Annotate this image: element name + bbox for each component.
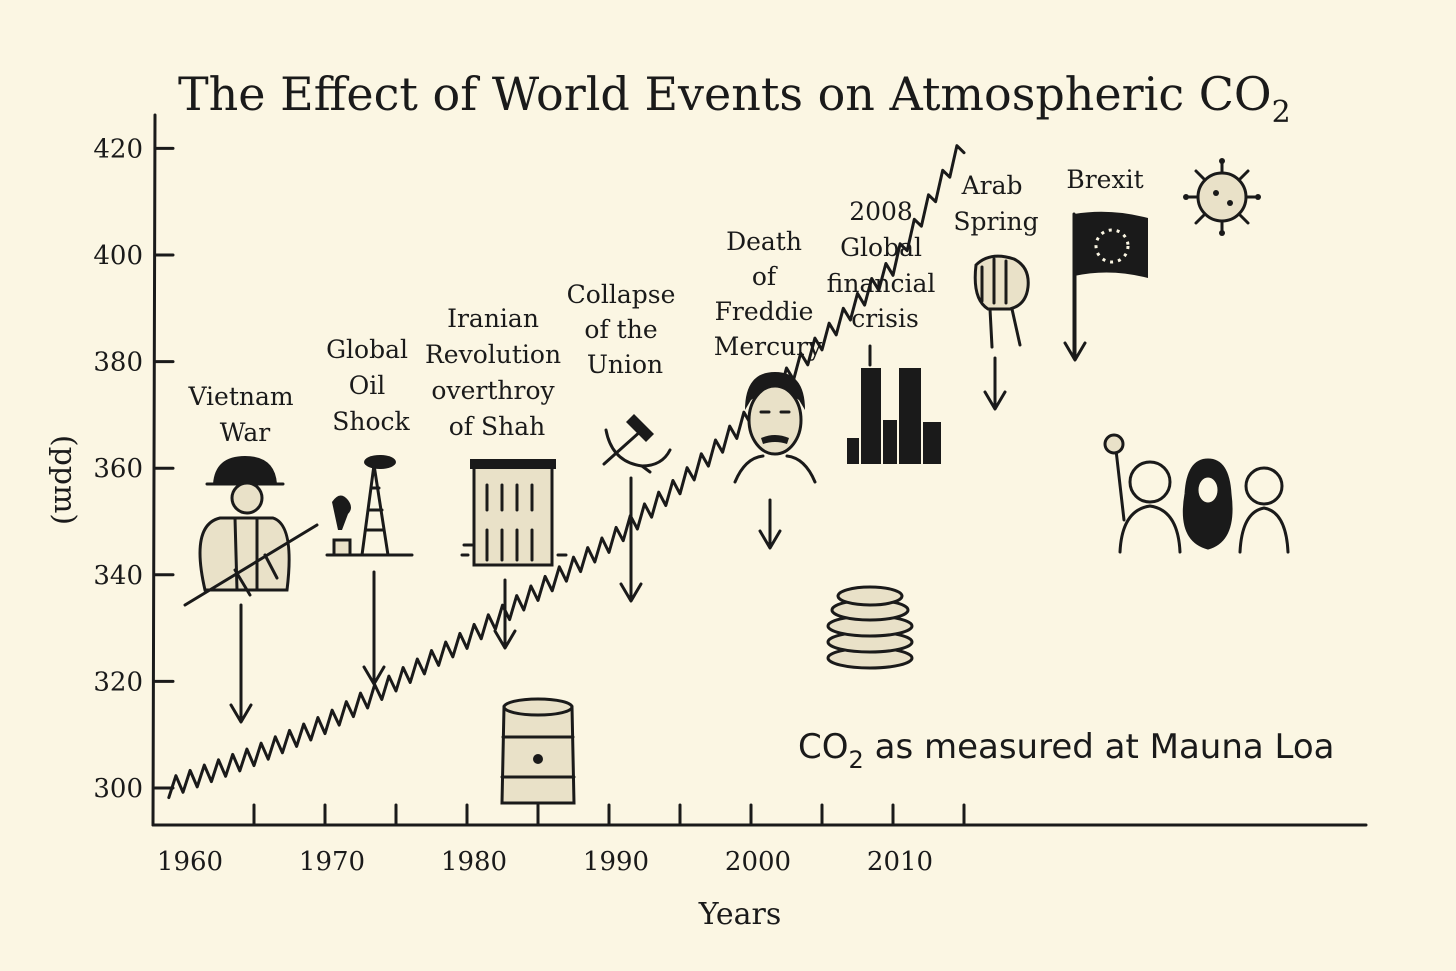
y-tick-group: 300 320 340 360 380 400 420	[93, 134, 175, 804]
y-axis-label: (ppm)	[47, 435, 82, 525]
co2-series-line	[167, 144, 966, 800]
event-label-line: Spring	[953, 207, 1038, 236]
arrow-ussr	[619, 476, 643, 603]
series-annotation-rest: as measured at Mauna Loa	[864, 727, 1335, 767]
event-label-freddie: Death of Freddie Mercury	[714, 227, 823, 361]
x-tick-label: 1980	[441, 847, 507, 877]
chart-title-main: The Effect of World Events on Atmospheri…	[178, 67, 1272, 121]
building-icon	[460, 459, 568, 567]
event-label-line: Freddie	[715, 297, 814, 326]
y-axis-line	[151, 113, 157, 827]
y-tick-label: 380	[93, 348, 143, 378]
oil-barrel-icon	[500, 697, 576, 805]
y-tick-label: 400	[93, 241, 143, 271]
oil-derrick-icon	[325, 455, 414, 557]
event-label-line: Shock	[332, 407, 410, 436]
coin-stack-icon	[826, 585, 914, 670]
y-tick-label: 360	[93, 454, 143, 484]
event-label-line: financial	[827, 269, 936, 298]
towers-icon	[847, 368, 941, 464]
event-label-line: of the	[584, 315, 657, 344]
event-label-ussr: Collapse of the Union	[567, 280, 684, 379]
y-tick-label: 340	[93, 561, 143, 591]
series-annotation: CO2 as measured at Mauna Loa	[798, 727, 1335, 774]
event-label-line: Global	[840, 233, 922, 262]
event-label-line: crisis	[851, 304, 919, 333]
event-label-line: of	[752, 262, 778, 291]
x-tick-label: 1990	[583, 847, 649, 877]
protesters-icon	[1103, 433, 1290, 554]
hammer-sickle-icon	[602, 414, 672, 474]
event-label-line: Global	[326, 335, 408, 364]
chart-title-subscript: 2	[1272, 95, 1291, 130]
soldier-icon	[183, 456, 319, 607]
y-tick-label: 300	[93, 774, 143, 804]
event-label-line: Arab	[961, 171, 1023, 200]
x-tick-group: 1960 1970 1980 1990 2000 2010	[157, 803, 966, 877]
event-label-oil: Global Oil Shock	[326, 335, 416, 436]
event-label-line: 2008	[849, 197, 913, 226]
event-label-brexit: Brexit	[1066, 165, 1143, 194]
series-annotation-sub: 2	[849, 746, 864, 774]
series-annotation-main: CO	[798, 727, 849, 767]
axes	[151, 113, 1368, 827]
event-label-line: Death	[726, 227, 802, 256]
virus-icon	[1183, 158, 1261, 236]
eu-flag-icon	[1072, 211, 1148, 360]
event-label-line: overthroy	[431, 376, 555, 405]
event-label-line: Mercury	[714, 332, 823, 361]
raised-fist-icon	[973, 254, 1030, 349]
y-tick-label: 420	[93, 134, 143, 164]
event-label-line: of Shah	[449, 412, 545, 441]
event-label-line: Union	[587, 350, 663, 379]
event-label-arab: Arab Spring	[953, 171, 1038, 236]
event-label-line: Oil	[349, 371, 386, 400]
chart-title: The Effect of World Events on Atmospheri…	[178, 67, 1291, 130]
event-labels: Vietnam War Global Oil Shock Iranian Rev…	[187, 165, 1143, 447]
event-label-line: Brexit	[1066, 165, 1143, 194]
portrait-icon	[733, 372, 817, 484]
event-label-iran: Iranian Revolution overthroy of Shah	[425, 304, 569, 441]
event-label-line: Vietnam	[187, 382, 293, 411]
event-label-line: Collapse	[567, 280, 676, 309]
y-tick-label: 320	[93, 667, 143, 697]
arrow-freddie	[758, 498, 782, 550]
x-tick-label: 1970	[299, 847, 365, 877]
arrow-oil	[362, 570, 386, 686]
x-axis-label: Years	[698, 897, 782, 932]
arrow-iran	[493, 578, 517, 650]
arrow-vietnam	[229, 603, 253, 724]
event-label-crisis: 2008 Global financial crisis	[827, 197, 944, 333]
x-tick-label: 2010	[867, 847, 933, 877]
arrow-arab	[983, 356, 1007, 411]
x-tick-label: 1960	[157, 847, 223, 877]
event-label-line: Revolution	[425, 340, 561, 369]
event-label-vietnam: Vietnam War	[187, 382, 301, 447]
x-tick-label: 2000	[725, 847, 791, 877]
event-label-line: War	[220, 418, 270, 447]
event-label-line: Iranian	[447, 304, 539, 333]
